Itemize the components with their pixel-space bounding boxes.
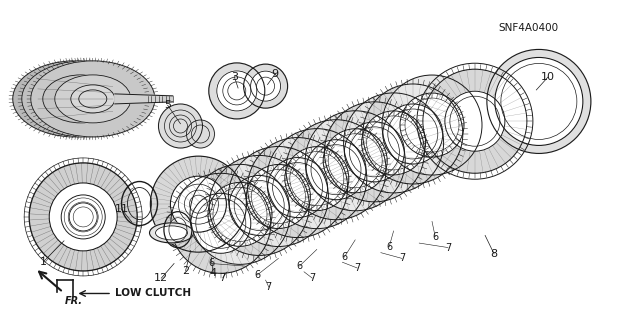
Polygon shape — [400, 93, 464, 157]
Polygon shape — [13, 61, 137, 137]
Polygon shape — [49, 183, 117, 251]
Text: 9: 9 — [271, 69, 279, 79]
Text: 2: 2 — [182, 265, 189, 276]
Polygon shape — [268, 158, 328, 218]
Polygon shape — [305, 111, 405, 211]
Polygon shape — [267, 129, 367, 229]
Polygon shape — [286, 120, 386, 220]
Polygon shape — [251, 71, 280, 101]
Text: LOW CLUTCH: LOW CLUTCH — [115, 288, 191, 299]
Polygon shape — [487, 49, 591, 153]
Polygon shape — [244, 64, 287, 108]
Text: 6: 6 — [208, 258, 214, 269]
Polygon shape — [306, 140, 366, 200]
Text: 7: 7 — [220, 272, 226, 283]
Text: 7: 7 — [309, 273, 316, 283]
Polygon shape — [31, 61, 155, 137]
Polygon shape — [115, 94, 173, 104]
Polygon shape — [217, 71, 257, 111]
Text: 7: 7 — [445, 242, 451, 253]
Polygon shape — [323, 129, 387, 193]
Polygon shape — [190, 164, 290, 264]
Text: 3: 3 — [231, 71, 237, 82]
Polygon shape — [186, 120, 214, 148]
Polygon shape — [191, 193, 251, 253]
Polygon shape — [171, 173, 271, 273]
Polygon shape — [156, 226, 188, 240]
Polygon shape — [228, 146, 328, 247]
Polygon shape — [209, 155, 309, 256]
Polygon shape — [445, 91, 505, 151]
Text: 11: 11 — [115, 204, 129, 214]
Polygon shape — [150, 223, 193, 243]
Text: 5: 5 — [164, 100, 171, 110]
Polygon shape — [22, 61, 146, 137]
Polygon shape — [55, 75, 131, 123]
Text: 1: 1 — [40, 256, 47, 267]
Polygon shape — [43, 75, 119, 123]
Text: 6: 6 — [254, 270, 260, 280]
Text: 6: 6 — [296, 261, 303, 271]
Text: 6: 6 — [386, 242, 392, 252]
Text: 8: 8 — [490, 249, 498, 259]
Text: 4: 4 — [209, 268, 217, 278]
Polygon shape — [382, 75, 482, 175]
Polygon shape — [208, 182, 272, 246]
Text: 10: 10 — [541, 72, 555, 82]
Polygon shape — [324, 102, 424, 202]
Polygon shape — [248, 137, 348, 238]
Polygon shape — [159, 104, 202, 148]
Text: 6: 6 — [341, 252, 348, 262]
Polygon shape — [362, 111, 426, 175]
Polygon shape — [285, 147, 349, 211]
Polygon shape — [246, 165, 310, 228]
Polygon shape — [71, 85, 115, 113]
Text: 7: 7 — [354, 263, 360, 273]
Polygon shape — [229, 175, 289, 235]
Polygon shape — [170, 176, 227, 232]
Text: SNF4A0400: SNF4A0400 — [498, 23, 558, 33]
Polygon shape — [383, 104, 443, 164]
Polygon shape — [423, 69, 527, 173]
Polygon shape — [150, 156, 246, 252]
Polygon shape — [363, 84, 463, 184]
Polygon shape — [495, 57, 583, 145]
Text: FR.: FR. — [65, 296, 83, 306]
Polygon shape — [344, 93, 444, 193]
Polygon shape — [29, 163, 137, 271]
Text: 7: 7 — [266, 282, 272, 292]
Text: 12: 12 — [154, 273, 168, 283]
Text: 7: 7 — [399, 253, 405, 263]
Polygon shape — [209, 63, 265, 119]
Polygon shape — [344, 122, 404, 182]
Text: 6: 6 — [432, 232, 438, 242]
